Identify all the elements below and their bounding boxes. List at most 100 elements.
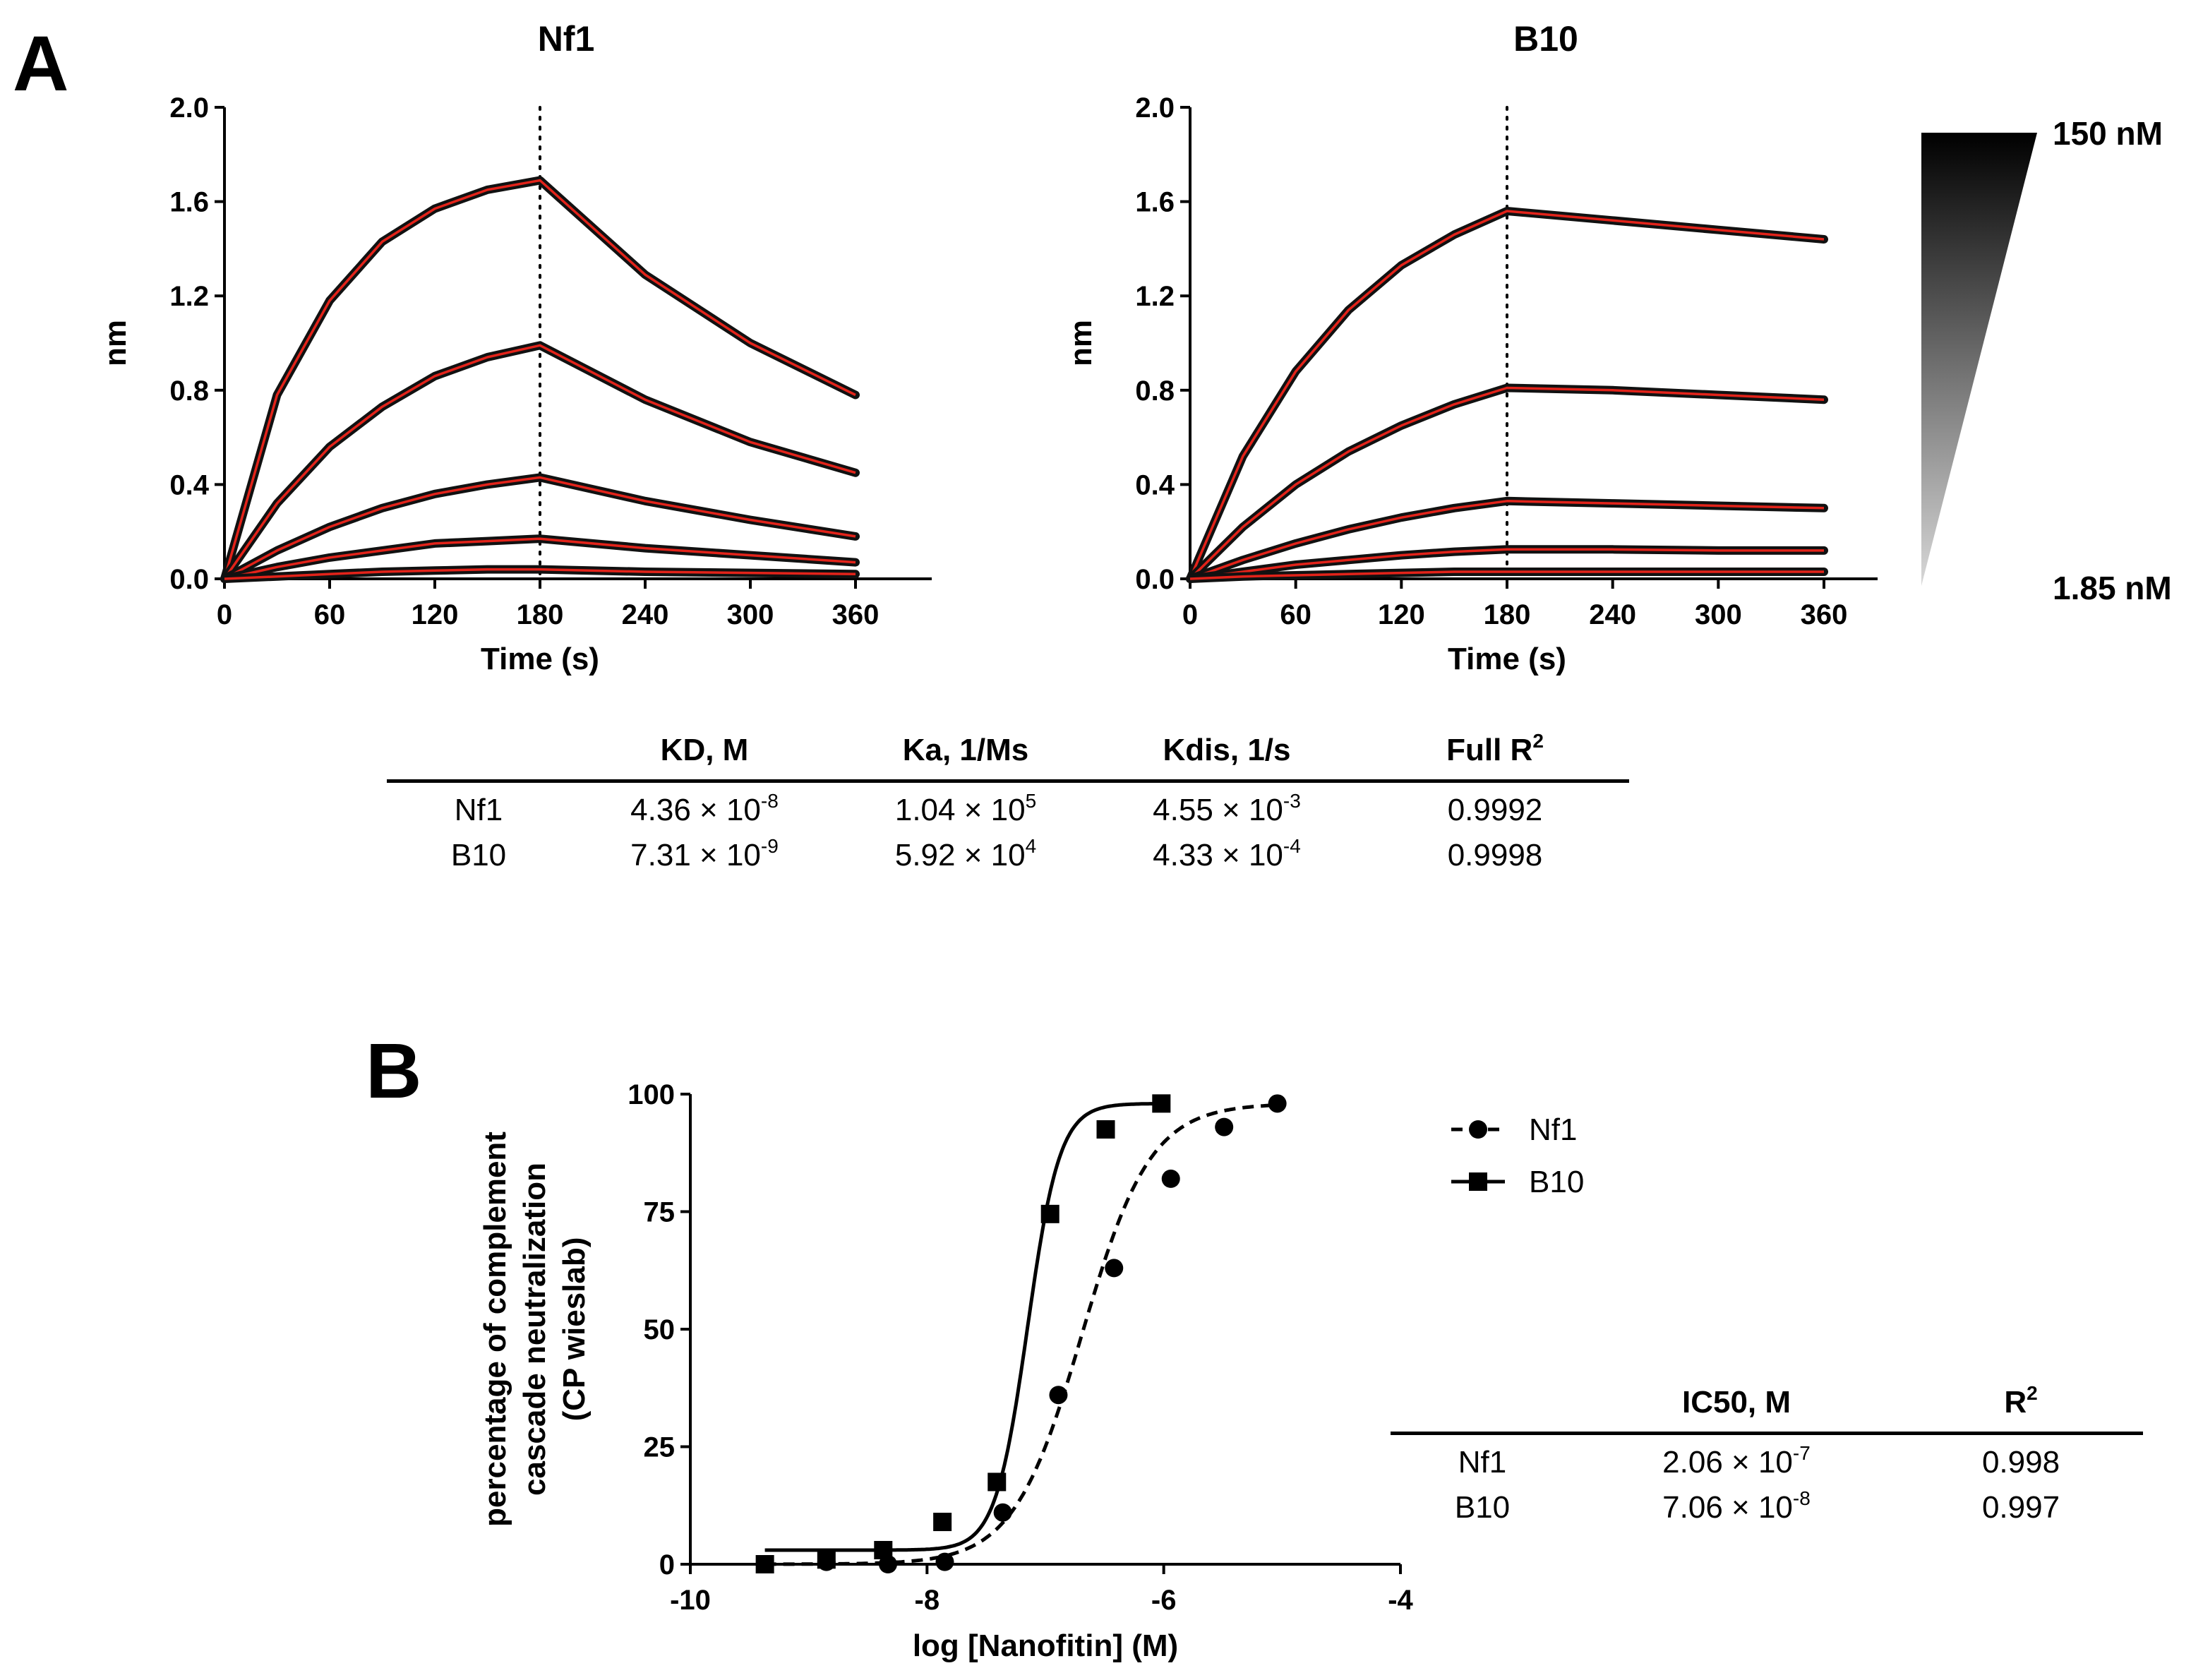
y-axis-title-line: (CP wieslab): [557, 1237, 592, 1422]
x-tick-label: 360: [1801, 599, 1848, 630]
row-name: B10: [450, 838, 507, 872]
data-point-b10: [874, 1541, 893, 1560]
table-row: B10 7.06 × 10-8 0.997: [1391, 1480, 2143, 1525]
legend-marker-b10: [1469, 1172, 1487, 1191]
b10-kinetics-chart: 0 60 120 180 240 300 360 0.0 0.4 0.8 1.2 1.6 2.0 B10 T…: [1064, 19, 1878, 676]
kdis-value: 4.33 × 10-4: [1153, 835, 1301, 873]
kinetics-header-blank: [387, 733, 570, 783]
ic50-table-header: IC50, M R2: [1391, 1382, 2143, 1435]
kinetics-table-header: KD, M Ka, 1/Ms Kdis, 1/s Full R2: [387, 730, 1629, 783]
y-tick-label: 1.2: [169, 281, 209, 312]
y-tick-label: 1.6: [169, 187, 209, 218]
data-point-b10: [1096, 1120, 1115, 1139]
data-point-b10: [755, 1555, 774, 1573]
table-row: Nf1 2.06 × 10-7 0.998: [1391, 1434, 2143, 1481]
y-tick-label: 0.4: [1135, 469, 1175, 500]
row-name: B10: [1454, 1490, 1511, 1525]
x-tick-label: -8: [915, 1585, 940, 1616]
x-axis-title: Time (s): [1448, 642, 1566, 676]
row-name: Nf1: [1458, 1445, 1507, 1480]
ic50-header-r2: R2: [1899, 1382, 2143, 1435]
fit-curve: [224, 568, 856, 580]
x-tick-label: 0: [217, 599, 232, 630]
data-point-b10: [1040, 1204, 1060, 1223]
r2-value: 0.997: [1981, 1490, 2060, 1525]
x-tick-label: 240: [622, 599, 669, 630]
x-tick-label: 300: [727, 599, 774, 630]
fit-curve: [1189, 500, 1825, 580]
fit-curve: [224, 537, 856, 580]
x-tick-label: -6: [1151, 1585, 1177, 1616]
data-point-nf1: [1215, 1117, 1234, 1136]
concentration-high-label: 150 nM: [2053, 115, 2163, 152]
kd-value: 7.31 × 10-9: [630, 835, 779, 873]
table-row: B10 7.31 × 10-9 5.92 × 104 4.33 × 10-4 0…: [387, 828, 1629, 873]
fit-curve: [1189, 210, 1825, 580]
fit-curve-nf1: [764, 1103, 1278, 1566]
y-axis-title: nm: [98, 320, 133, 366]
y-tick-label: 50: [644, 1314, 676, 1345]
fit-curve: [223, 344, 856, 580]
x-tick-label: 180: [517, 599, 564, 630]
data-point-nf1: [1105, 1259, 1124, 1278]
x-tick-label: 180: [1484, 599, 1531, 630]
y-tick-label: 0.0: [1135, 564, 1175, 595]
fit-curve: [1189, 548, 1824, 580]
y-tick-label: 2.0: [1135, 92, 1175, 124]
panel-label-a: A: [13, 20, 69, 107]
concentration-low-label: 1.85 nM: [2053, 570, 2172, 606]
data-point-nf1: [993, 1503, 1012, 1522]
y-tick-label: 2.0: [169, 92, 209, 124]
chart-title: B10: [1513, 19, 1578, 59]
chart-title: Nf1: [538, 19, 595, 59]
ic50-header-r2-sup: 2: [2027, 1382, 2038, 1404]
x-tick-label: -10: [670, 1585, 711, 1616]
legend-label-nf1: Nf1: [1529, 1112, 1577, 1147]
y-tick-label: 1.6: [1135, 187, 1175, 218]
fit-curve: [223, 179, 856, 580]
data-point-b10: [988, 1472, 1007, 1492]
data-point-b10: [817, 1550, 836, 1569]
chart-legend: Nf1 B10: [1451, 1112, 1584, 1199]
kdis-value: 4.55 × 10-3: [1153, 790, 1301, 828]
fit-curve-b10: [764, 1102, 1162, 1552]
kd-value: 4.36 × 10-8: [630, 790, 779, 828]
y-tick-label: 100: [628, 1079, 675, 1110]
legend-marker-nf1: [1469, 1120, 1487, 1139]
legend-label-b10: B10: [1529, 1165, 1584, 1199]
fit-curve: [1189, 570, 1824, 580]
ic50-header-r2-text: R: [2004, 1385, 2027, 1420]
r2-value: 0.9992: [1447, 793, 1543, 827]
concentration-gradient-wedge: [1921, 133, 2037, 586]
kinetics-header-r2-text: Full R: [1446, 733, 1533, 767]
kinetics-table: KD, M Ka, 1/Ms Kdis, 1/s Full R2 Nf1 4.3…: [387, 730, 1629, 873]
panel-label-b: B: [366, 1028, 422, 1115]
x-tick-label: -4: [1388, 1585, 1413, 1616]
kinetics-header-r2-sup: 2: [1532, 730, 1544, 752]
dose-response-chart: -10 -8 -6 -4 0 25 50 75 100 log [Nanofitin] (M) pe…: [478, 1079, 1584, 1663]
fit-curve: [224, 476, 856, 580]
x-axis-title: log [Nanofitin] (M): [913, 1628, 1178, 1663]
y-tick-label: 0: [659, 1549, 675, 1580]
ka-value: 1.04 × 105: [894, 790, 1037, 828]
fit-curve: [1189, 386, 1825, 580]
x-tick-label: 0: [1182, 599, 1198, 630]
r2-value: 0.9998: [1447, 838, 1543, 872]
kinetics-header-kd: KD, M: [570, 733, 839, 783]
y-tick-label: 1.2: [1135, 281, 1175, 312]
data-point-nf1: [1049, 1386, 1068, 1405]
x-tick-label: 240: [1589, 599, 1636, 630]
x-tick-label: 360: [832, 599, 880, 630]
x-axis-title: Time (s): [481, 642, 599, 676]
x-tick-label: 60: [1280, 599, 1311, 630]
ic50-header-blank: [1391, 1385, 1574, 1435]
y-axis-title: nm: [1064, 320, 1098, 366]
nf1-kinetics-chart: 0 60 120 180 240 300 360 0.0 0.4 0.8 1.2 1.6 2.0 Nf1 T…: [98, 19, 932, 676]
data-point-nf1: [935, 1552, 954, 1571]
x-tick-label: 60: [314, 599, 346, 630]
table-row: Nf1 4.36 × 10-8 1.04 × 105 4.55 × 10-3 0…: [387, 781, 1629, 829]
x-tick-label: 300: [1695, 599, 1742, 630]
row-name: Nf1: [454, 793, 503, 827]
y-tick-label: 0.8: [169, 376, 209, 407]
